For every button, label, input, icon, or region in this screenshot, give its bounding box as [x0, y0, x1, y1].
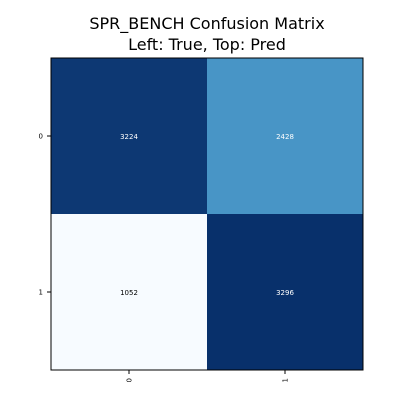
- heatmap-cell-0-0: [51, 58, 207, 214]
- heatmap-cell-1-0: [51, 214, 207, 370]
- chart-title-line-1: SPR_BENCH Confusion Matrix: [89, 14, 324, 34]
- chart-title: SPR_BENCH Confusion Matrix Left: True, T…: [89, 14, 324, 54]
- cell-value-label-0-0: 3224: [120, 133, 138, 141]
- y-tick-label-1: 1: [39, 289, 43, 297]
- cell-value-label-1-0: 1052: [120, 289, 138, 297]
- plot-frame: [50, 57, 364, 371]
- cell-value-label-1-1: 3296: [276, 289, 294, 297]
- heatmap-cell-1-1: [207, 214, 363, 370]
- x-tick-label-0: 0: [126, 378, 134, 382]
- heatmap-cells: [51, 58, 363, 370]
- cell-value-label-0-1: 2428: [276, 133, 294, 141]
- x-tick-label-1: 1: [282, 378, 290, 382]
- y-tick-label-0: 0: [39, 133, 43, 141]
- y-axis-ticks: 01: [39, 133, 51, 297]
- cell-value-labels: 3224 2428 1052 3296: [120, 133, 294, 297]
- chart-title-line-2: Left: True, Top: Pred: [128, 35, 286, 54]
- heatmap-cell-0-1: [207, 58, 363, 214]
